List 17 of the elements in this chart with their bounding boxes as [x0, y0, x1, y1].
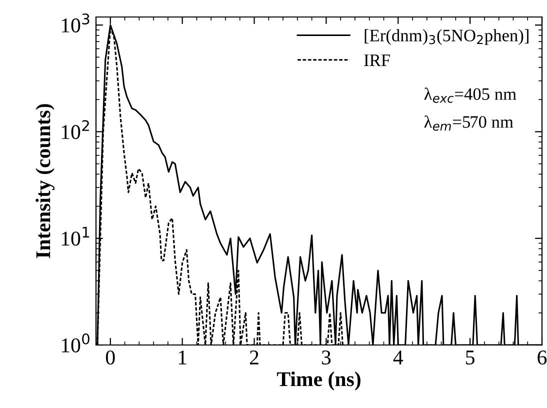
- y-tick-label: 10$^{0}$: [62, 333, 90, 352]
- y-tick-label: 10$^{3}$: [62, 13, 90, 32]
- x-tick-label: 6: [538, 350, 547, 365]
- x-axis-title: Time (ns): [276, 372, 360, 390]
- legend-label: [Er(dnm)$_{3}$(5NO$_{2}$phen)]: [364, 29, 528, 45]
- y-tick-label: 10$^{1}$: [62, 226, 90, 246]
- x-tick-label: 5: [466, 350, 474, 365]
- x-tick-label: 4: [393, 350, 404, 364]
- annotation: λ$_{em}$=570 nm: [424, 115, 514, 131]
- annotation: λ$_{exc}$=405 nm: [424, 88, 516, 103]
- x-tick-label: 3: [322, 350, 331, 365]
- x-tick-label: 0: [106, 350, 115, 365]
- y-axis-title: Intensity (counts): [36, 104, 55, 258]
- legend-label: IRF: [364, 54, 390, 66]
- x-tick-label: 2: [250, 350, 258, 364]
- x-tick-label: 1: [178, 350, 186, 364]
- y-tick-label: 10$^{2}$: [62, 120, 89, 140]
